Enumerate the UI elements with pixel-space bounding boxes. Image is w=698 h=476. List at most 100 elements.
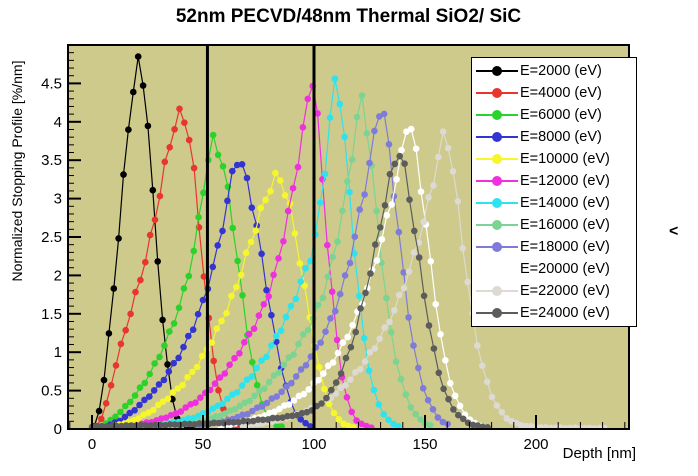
data-marker: [324, 241, 331, 249]
data-marker: [361, 358, 369, 365]
data-marker: [166, 328, 173, 335]
data-marker: [209, 131, 217, 139]
legend-label: E=16000 (eV): [520, 217, 610, 233]
data-marker: [284, 207, 292, 215]
data-marker: [332, 379, 340, 386]
data-marker: [297, 278, 305, 285]
data-marker: [280, 361, 288, 369]
data-marker: [234, 413, 241, 421]
data-marker: [118, 422, 125, 429]
data-marker: [145, 409, 152, 417]
data-marker: [181, 420, 189, 428]
data-marker: [239, 422, 247, 429]
data-marker: [321, 170, 329, 178]
legend-entry: E=4000 (eV): [472, 83, 636, 104]
data-marker: [378, 236, 386, 243]
data-marker: [320, 370, 327, 377]
data-marker: [388, 329, 395, 336]
data-marker: [231, 354, 238, 362]
data-marker: [181, 119, 188, 126]
data-marker: [464, 278, 471, 286]
data-marker: [276, 405, 283, 413]
data-marker: [200, 189, 207, 197]
data-marker: [219, 227, 226, 235]
data-marker: [307, 423, 314, 429]
data-marker: [192, 399, 199, 407]
data-marker: [233, 283, 240, 291]
data-marker: [337, 370, 345, 377]
data-marker: [488, 393, 496, 401]
legend-marker: [472, 175, 520, 187]
data-marker: [258, 357, 265, 364]
data-marker: [251, 392, 258, 400]
data-marker: [297, 366, 305, 373]
data-marker: [147, 422, 154, 429]
data-marker: [360, 334, 368, 342]
data-marker: [430, 182, 437, 189]
data-marker: [415, 254, 423, 261]
data-marker: [412, 410, 420, 418]
data-marker: [450, 406, 457, 413]
data-marker: [522, 422, 530, 429]
data-marker: [411, 227, 418, 235]
data-marker: [176, 421, 184, 429]
data-marker: [112, 413, 119, 421]
data-marker: [142, 258, 149, 266]
data-marker: [120, 171, 127, 178]
data-marker: [518, 422, 525, 429]
data-marker: [337, 384, 344, 392]
data-marker: [329, 253, 336, 261]
legend-marker: [472, 87, 520, 99]
data-marker: [346, 259, 354, 267]
data-marker: [356, 206, 364, 213]
data-marker: [341, 272, 349, 279]
data-marker: [295, 340, 302, 348]
data-marker: [122, 422, 130, 429]
data-marker: [316, 363, 323, 371]
data-marker: [407, 404, 415, 411]
data-marker: [341, 133, 348, 141]
data-marker: [243, 174, 251, 182]
data-marker: [275, 369, 283, 376]
data-marker: [236, 402, 244, 410]
data-marker: [459, 245, 467, 252]
data-marker: [243, 376, 251, 384]
data-marker: [415, 364, 422, 372]
legend-label: E=10000 (eV): [520, 151, 610, 167]
data-marker: [219, 163, 227, 170]
y-tick-label: 3.5: [41, 152, 62, 169]
data-marker: [424, 396, 432, 404]
data-marker: [278, 423, 285, 429]
data-marker: [484, 424, 491, 429]
data-marker: [150, 406, 157, 414]
data-marker: [447, 379, 454, 387]
data-marker: [260, 301, 268, 308]
data-marker: [334, 349, 342, 357]
data-marker: [108, 422, 115, 429]
data-marker: [400, 269, 408, 276]
data-marker: [141, 396, 148, 404]
data-marker: [236, 350, 243, 357]
data-marker: [221, 410, 229, 417]
data-marker: [401, 160, 408, 167]
data-marker: [95, 407, 103, 415]
data-marker: [381, 202, 389, 209]
data-marker: [420, 292, 428, 300]
data-marker: [351, 250, 358, 257]
y-tick-label: 3: [54, 191, 62, 208]
legend-marker: [472, 131, 520, 143]
data-marker: [353, 113, 361, 121]
data-marker: [185, 272, 193, 280]
data-marker: [122, 402, 129, 410]
data-marker: [146, 393, 153, 400]
data-marker: [255, 312, 263, 319]
data-marker: [336, 290, 344, 298]
legend-label: E=8000 (eV): [520, 129, 602, 145]
data-marker: [342, 354, 350, 362]
data-marker: [362, 289, 369, 297]
data-marker: [136, 401, 143, 409]
legend-label: E=14000 (eV): [520, 195, 610, 211]
data-marker: [263, 286, 270, 294]
data-marker: [159, 398, 167, 406]
